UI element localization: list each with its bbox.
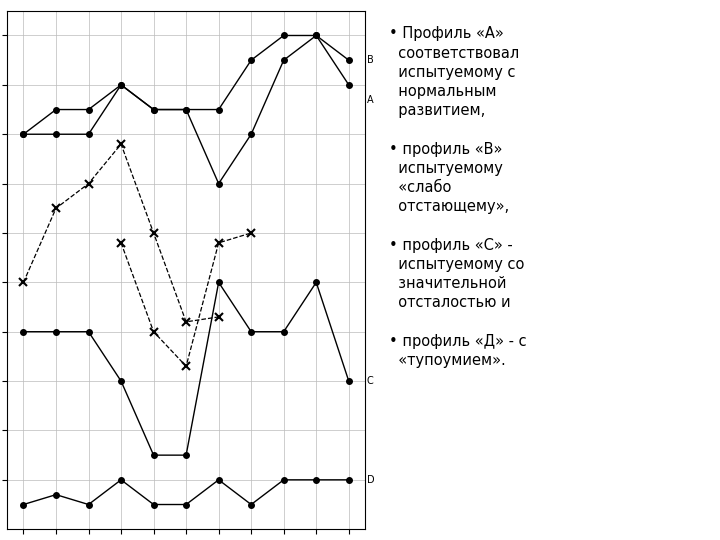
Text: A: A — [366, 94, 373, 105]
Text: D: D — [366, 475, 374, 485]
Text: C: C — [366, 376, 374, 386]
Text: • Профиль «А»
  соответствовал
  испытуемому с
  нормальным
  развитием,

• проф: • Профиль «А» соответствовал испытуемому… — [389, 26, 526, 368]
Text: B: B — [366, 55, 374, 65]
